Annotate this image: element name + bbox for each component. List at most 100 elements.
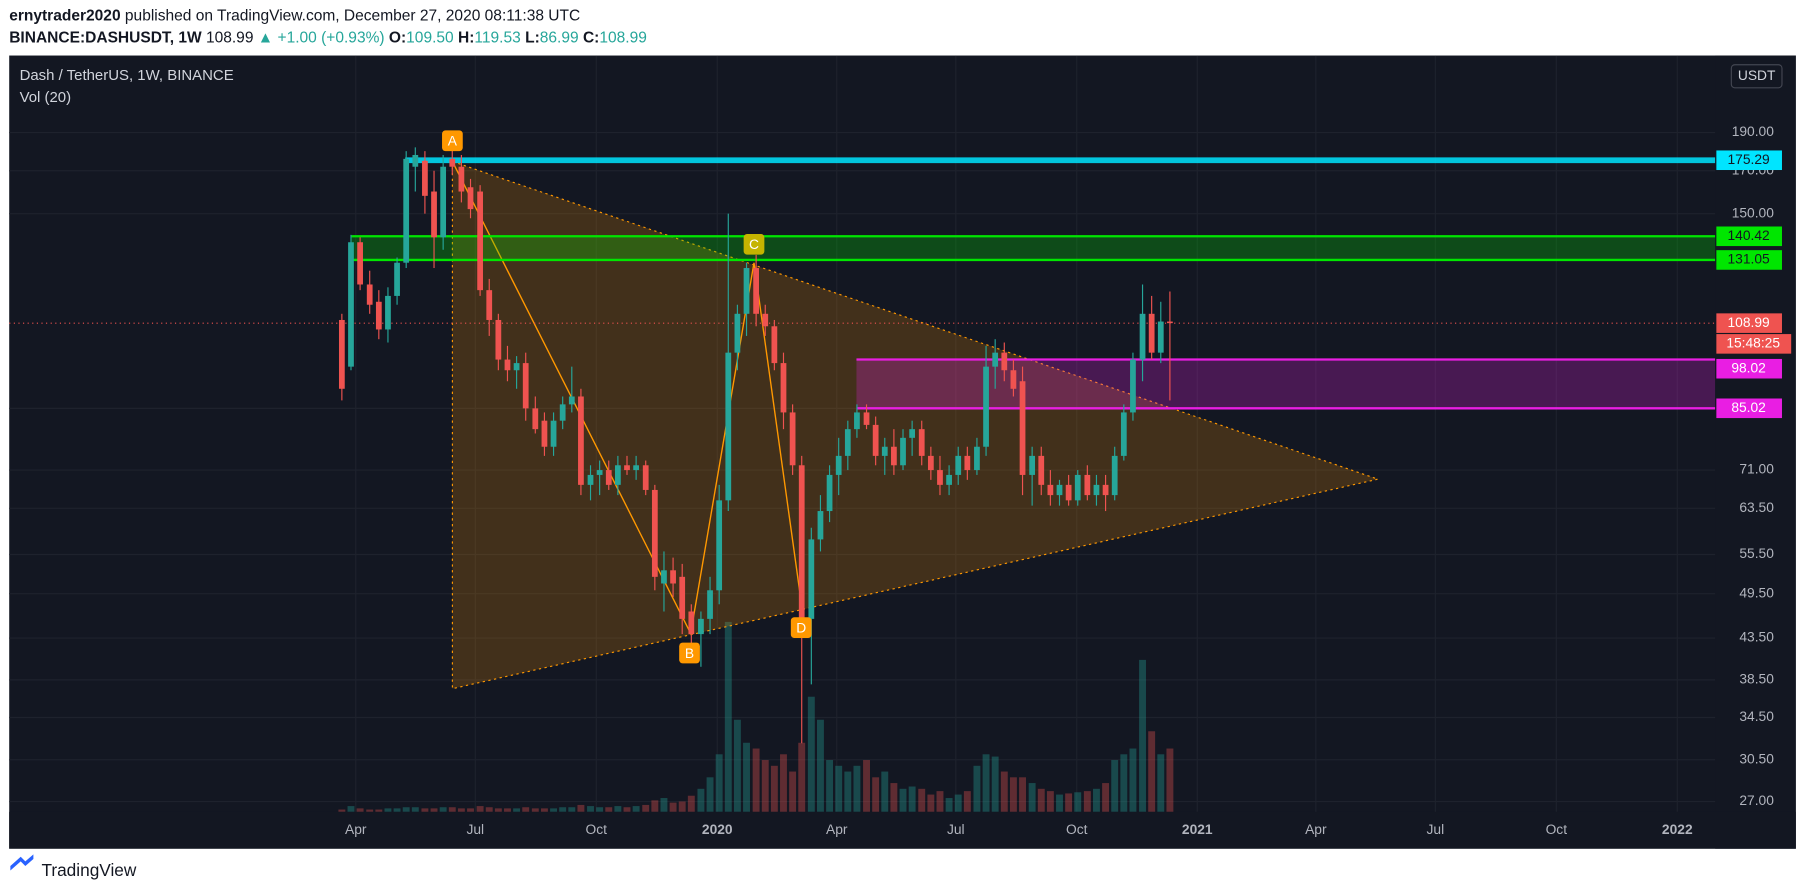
volume-bar xyxy=(531,808,539,812)
volume-bar xyxy=(642,804,650,812)
brand-logo: TradingView xyxy=(10,854,137,880)
candle-body xyxy=(688,611,695,635)
price-label-box xyxy=(1716,398,1782,419)
volume-bar xyxy=(587,806,594,812)
candle-body xyxy=(1065,484,1072,501)
candle-body xyxy=(1093,484,1100,496)
volume-bar xyxy=(927,794,935,812)
candle-body xyxy=(541,420,548,447)
grid xyxy=(9,55,1716,812)
candle-body xyxy=(780,363,787,413)
volume-bar xyxy=(687,795,695,812)
volume-bar xyxy=(807,696,815,812)
volume-bar xyxy=(605,807,613,812)
candle-body xyxy=(698,618,704,635)
y-tick-label: 49.50 xyxy=(1739,584,1774,600)
candle-body xyxy=(504,359,511,371)
price-label-box xyxy=(1716,313,1782,333)
volume-bar xyxy=(908,786,916,812)
volume-bar xyxy=(826,760,834,812)
candles xyxy=(338,147,1173,744)
volume xyxy=(338,621,1174,812)
y-tick-label: 27.00 xyxy=(1739,792,1774,808)
x-tick-label: 2022 xyxy=(1662,821,1693,837)
volume-bar xyxy=(789,771,797,812)
pattern-label: A xyxy=(448,133,458,149)
candle-body xyxy=(1010,370,1017,389)
symbol: BINANCE:DASHUSDT, 1W xyxy=(9,29,202,46)
volume-bar xyxy=(963,791,971,812)
candle-body xyxy=(412,154,419,167)
currency: USDT xyxy=(1738,67,1776,83)
legend-title: Dash / TetherUS, 1W, BINANCE xyxy=(20,67,234,84)
pattern-badge xyxy=(679,642,700,664)
time-axis xyxy=(9,811,1796,849)
volume-bar xyxy=(835,765,843,812)
candle-body xyxy=(366,284,373,305)
volume-bar xyxy=(366,809,374,812)
volume-bar xyxy=(614,806,622,812)
symbol-line: BINANCE:DASHUSDT, 1W 108.99 ▲ +1.00 (+0.… xyxy=(9,29,647,46)
countdown-box xyxy=(1716,334,1792,354)
candle-body xyxy=(826,474,833,512)
volume-bar xyxy=(411,807,419,812)
candle-body xyxy=(863,412,870,425)
y-tick-label: 190.00 xyxy=(1732,123,1775,139)
volume-bar xyxy=(733,719,741,812)
volume-bar xyxy=(1129,748,1137,812)
volume-bar xyxy=(632,806,640,812)
candle-body xyxy=(624,465,630,471)
candle-body xyxy=(937,470,943,485)
volume-bar xyxy=(651,800,659,812)
volume-bar xyxy=(338,809,346,812)
candle-body xyxy=(1130,359,1136,413)
candle-body xyxy=(348,242,354,367)
y-tick-label: 38.50 xyxy=(1739,671,1774,687)
pattern-labels: A B C D xyxy=(442,130,812,664)
author: ernytrader2020 xyxy=(9,8,120,25)
candle-body xyxy=(753,268,760,314)
volume-bar xyxy=(494,808,502,812)
volume-bar xyxy=(1083,791,1091,812)
volume-bar xyxy=(522,807,530,812)
pattern-label: C xyxy=(749,236,759,252)
y-tick-label: 71.00 xyxy=(1739,461,1774,477)
volume-bar xyxy=(863,760,870,812)
volume-bar xyxy=(1102,783,1110,812)
candle-body xyxy=(872,424,879,456)
candle-body xyxy=(467,187,474,210)
volume-bar xyxy=(752,748,760,812)
volume-bar xyxy=(899,788,907,812)
candle-body xyxy=(854,412,860,430)
candle-body xyxy=(1157,321,1164,353)
candle-body xyxy=(909,429,916,438)
candle-body xyxy=(1167,321,1173,324)
volume-bar xyxy=(1157,754,1165,812)
volume-bar xyxy=(770,765,778,812)
ohlc-key: L: xyxy=(525,29,540,46)
volume-bar xyxy=(816,719,824,812)
candle-body xyxy=(679,576,686,619)
candle-body xyxy=(431,191,437,238)
candle-body xyxy=(955,455,962,475)
volume-bar xyxy=(660,798,668,812)
volume-bar xyxy=(954,794,962,812)
candle-body xyxy=(559,404,566,421)
volume-bar xyxy=(421,808,429,812)
volume-bar xyxy=(1028,783,1036,812)
candle-body xyxy=(605,470,612,485)
candle-body xyxy=(1038,455,1045,485)
x-tick-label: Jul xyxy=(1427,821,1445,837)
volume-bar xyxy=(1166,748,1174,812)
volume-bar xyxy=(1000,771,1008,812)
candle-body xyxy=(642,465,649,490)
ohlc-value: 86.99 xyxy=(540,29,579,46)
volume-bar xyxy=(669,802,677,812)
volume-bar xyxy=(761,760,769,812)
volume-bar xyxy=(393,808,401,812)
volume-bar xyxy=(1111,760,1119,812)
ohlc-value: 119.53 xyxy=(474,29,520,46)
volume-bar xyxy=(991,756,999,812)
volume-bar xyxy=(559,807,567,812)
pattern-badge xyxy=(743,233,765,255)
